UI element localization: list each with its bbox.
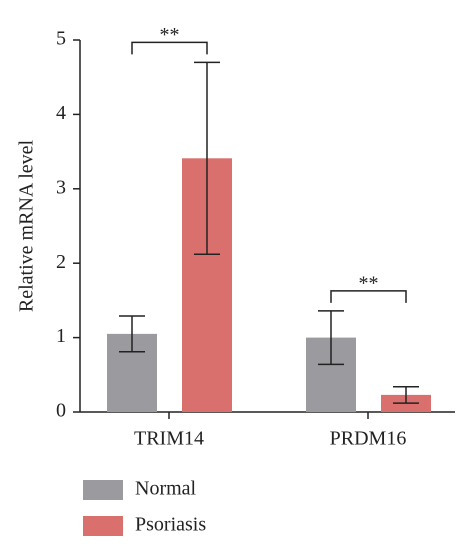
x-tick-label: TRIM14 (134, 428, 204, 450)
significance-bracket (131, 41, 208, 55)
x-tick-label: PRDM16 (330, 428, 407, 450)
y-tick-label: 1 (56, 325, 66, 347)
significance-label: ** (359, 272, 379, 294)
y-tick-label: 2 (56, 251, 66, 273)
significance-label: ** (160, 24, 180, 46)
legend-swatch (83, 480, 123, 500)
significance-bracket (330, 290, 407, 303)
error-bar (393, 385, 419, 404)
y-tick-label: 5 (56, 28, 66, 50)
legend-label: Psoriasis (135, 514, 206, 536)
error-bar (194, 61, 220, 256)
error-bar (119, 315, 145, 353)
legend-swatch (83, 516, 123, 536)
y-tick-label: 3 (56, 176, 66, 198)
error-bar (318, 310, 344, 366)
y-tick-label: 0 (56, 400, 66, 422)
y-tick-label: 4 (56, 102, 66, 124)
y-axis-label: Relative mRNA level (16, 139, 38, 312)
legend-label: Normal (135, 478, 197, 500)
